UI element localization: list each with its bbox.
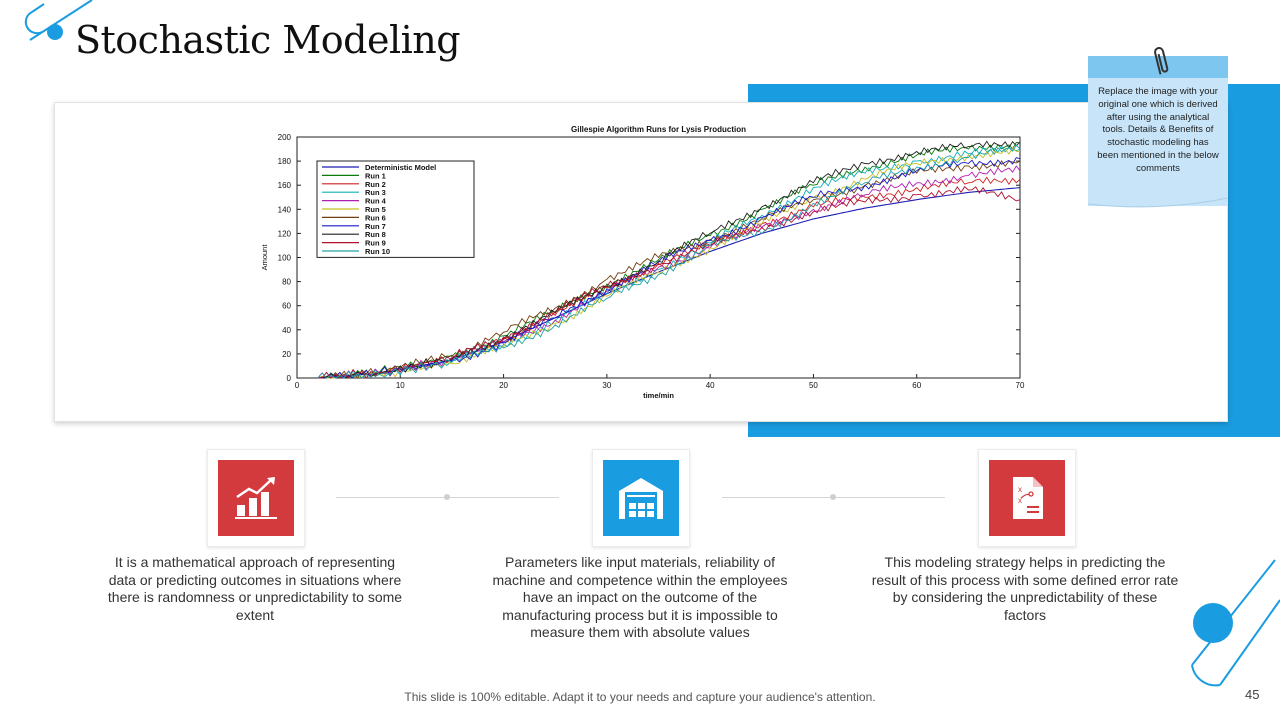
series-line xyxy=(317,140,1021,379)
y-tick-label: 60 xyxy=(282,302,291,311)
x-tick-label: 70 xyxy=(1016,381,1025,390)
y-tick-label: 0 xyxy=(287,374,292,383)
y-tick-label: 180 xyxy=(278,157,292,166)
y-tick-label: 100 xyxy=(278,254,292,263)
connector-dot xyxy=(830,494,836,500)
legend-label: Run 9 xyxy=(365,239,386,248)
legend-label: Run 8 xyxy=(365,230,386,239)
y-tick-label: 160 xyxy=(278,181,292,190)
legend-label: Run 1 xyxy=(365,171,386,180)
legend-label: Run 4 xyxy=(365,197,387,206)
legend-label: Run 10 xyxy=(365,247,390,256)
paperclip-icon xyxy=(1154,47,1169,75)
y-tick-label: 40 xyxy=(282,326,291,335)
line-chart: 0 10 20 30 40 50 60 70 0 20 40 60 80 100 120 140 160 180 2… xyxy=(260,125,1025,400)
feature-icon-background: x x xyxy=(989,460,1065,536)
connector-dot xyxy=(444,494,450,500)
chart-card: 0 10 20 30 40 50 60 70 0 20 40 60 80 100 120 140 160 180 2… xyxy=(54,102,1228,422)
x-tick-label: 20 xyxy=(499,381,508,390)
legend-label: Run 6 xyxy=(365,213,386,222)
x-tick-label: 50 xyxy=(809,381,818,390)
footer-text: This slide is 100% editable. Adapt it to… xyxy=(404,690,876,704)
x-tick-label: 30 xyxy=(602,381,611,390)
legend-label: Run 2 xyxy=(365,180,386,189)
feature-icon-box xyxy=(592,449,690,547)
series-line xyxy=(317,160,1021,379)
y-axis-label: Amount xyxy=(260,244,269,271)
series-line xyxy=(317,165,1021,379)
legend-label: Deterministic Model xyxy=(365,163,436,172)
y-tick-label: 140 xyxy=(278,205,292,214)
series-line xyxy=(317,144,1021,379)
strategy-document-icon: x x xyxy=(1013,477,1043,519)
feature-icon-box: x x xyxy=(978,449,1076,547)
chart-title: Gillespie Algorithm Runs for Lysis Produ… xyxy=(571,125,746,134)
series-line xyxy=(317,186,1021,379)
y-tick-label: 20 xyxy=(282,350,291,359)
page-number: 45 xyxy=(1245,687,1260,702)
svg-text:x: x xyxy=(1018,496,1022,505)
sticky-note-text: Replace the image with your original one… xyxy=(1097,86,1219,174)
series-line xyxy=(317,146,1021,379)
x-tick-label: 60 xyxy=(912,381,921,390)
top-left-decoration xyxy=(24,0,93,41)
feature-icon-background xyxy=(603,460,679,536)
feature-description: It is a mathematical approach of represe… xyxy=(107,554,403,623)
x-tick-label: 40 xyxy=(706,381,715,390)
bottom-right-decoration xyxy=(1191,559,1280,687)
y-tick-label: 80 xyxy=(282,278,291,287)
series-line xyxy=(317,157,1021,379)
warehouse-icon xyxy=(619,478,663,519)
sticky-note-curl xyxy=(1088,196,1228,208)
y-tick-label: 120 xyxy=(278,229,292,238)
bar-chart-growth-icon xyxy=(235,477,277,519)
sticky-note xyxy=(1088,56,1228,206)
x-tick-label: 10 xyxy=(396,381,405,390)
feature-description: Parameters like input materials, reliabi… xyxy=(492,554,788,640)
y-tick-label: 200 xyxy=(278,133,292,142)
legend-label: Run 7 xyxy=(365,222,386,231)
x-axis-label: time/min xyxy=(643,391,674,400)
svg-text:x: x xyxy=(1018,485,1022,494)
feature-icon-box xyxy=(207,449,305,547)
legend-label: Run 3 xyxy=(365,188,386,197)
page-title: Stochastic Modeling xyxy=(75,18,461,62)
x-tick-label: 0 xyxy=(295,381,300,390)
feature-icon-background xyxy=(218,460,294,536)
feature-description: This modeling strategy helps in predicti… xyxy=(871,554,1179,623)
legend-label: Run 5 xyxy=(365,205,386,214)
